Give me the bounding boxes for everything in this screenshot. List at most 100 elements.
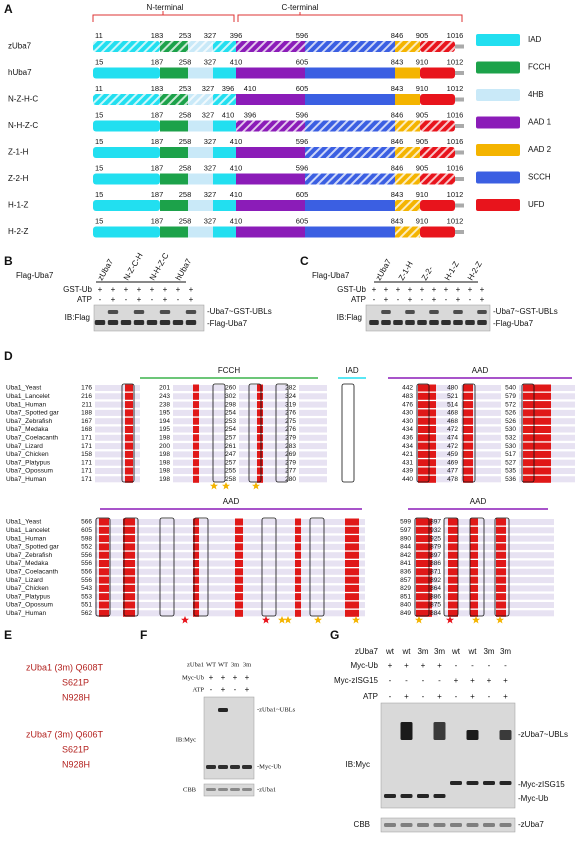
domain — [236, 200, 305, 211]
band — [405, 310, 415, 314]
conserved — [125, 409, 133, 417]
sequence — [95, 459, 140, 466]
position: 171 — [81, 459, 92, 466]
band — [465, 320, 475, 325]
conserved — [345, 535, 359, 543]
hatch — [395, 200, 420, 211]
band — [417, 823, 429, 827]
position: 844 — [400, 544, 411, 551]
residue-number: 410 — [230, 190, 243, 199]
band-label: -Flag-Uba7 — [493, 319, 534, 328]
position: 168 — [81, 426, 92, 433]
mark: - — [125, 295, 128, 304]
position: 566 — [81, 519, 92, 526]
legend-label: SCCH — [528, 173, 551, 182]
conserved — [496, 584, 506, 592]
domain — [93, 120, 160, 132]
domain — [188, 67, 213, 79]
row-label: ATP — [351, 295, 366, 304]
position: 483 — [402, 393, 413, 400]
band — [159, 320, 171, 325]
residue-number: 596 — [296, 137, 309, 146]
mark: - — [438, 676, 441, 685]
sequence — [95, 409, 140, 416]
row-label: ATP — [77, 295, 92, 304]
conserved — [496, 601, 506, 609]
residue-number: 253 — [179, 31, 192, 40]
residue-number: 905 — [416, 110, 429, 119]
position: 514 — [447, 401, 458, 408]
position: 477 — [447, 468, 458, 475]
sequence — [299, 468, 327, 474]
bracket — [92, 11, 235, 22]
star — [210, 482, 218, 490]
conserved — [416, 584, 432, 592]
position: 282 — [285, 385, 296, 392]
residue-number: 11 — [95, 84, 103, 93]
band-label: -Uba7~GST-UBLs — [493, 307, 558, 316]
position: 879 — [430, 544, 441, 551]
position: 434 — [402, 443, 413, 450]
mark: + — [137, 295, 142, 304]
sequence — [299, 409, 327, 416]
mark: - — [389, 676, 392, 685]
conserved — [193, 576, 199, 584]
conserved — [418, 442, 436, 450]
sequence — [299, 401, 327, 408]
mutation: S621P — [62, 677, 89, 687]
band — [172, 320, 184, 325]
species-name: Uba7_Coelacanth — [6, 435, 58, 442]
hatch — [420, 120, 455, 132]
residue-number: 187 — [151, 137, 164, 146]
position: 198 — [159, 476, 170, 483]
mark: + — [189, 295, 194, 304]
band — [393, 320, 403, 325]
residue-number: 258 — [179, 216, 192, 225]
position: 521 — [447, 393, 458, 400]
mark: - — [397, 295, 400, 304]
conserved — [125, 442, 133, 450]
residue-number: 15 — [95, 190, 103, 199]
hatch — [420, 173, 455, 185]
legend-swatch — [476, 116, 520, 129]
band — [230, 765, 240, 769]
species-name: Uba7_Platypus — [6, 459, 51, 466]
mark: + — [233, 673, 238, 682]
lane-label: 3m — [434, 647, 445, 656]
position: 553 — [81, 593, 92, 600]
conserved — [257, 475, 263, 483]
position: 258 — [225, 476, 236, 483]
residue-number: 410 — [244, 84, 257, 93]
position: 897 — [430, 552, 441, 559]
motif-box — [121, 383, 135, 483]
lane-label: wt — [385, 647, 395, 656]
conserved — [470, 518, 478, 526]
conserved — [193, 392, 199, 400]
residue-number: 1012 — [447, 190, 464, 199]
hatch — [93, 94, 160, 105]
blot-label: CBB — [354, 820, 370, 829]
conserved — [193, 401, 199, 409]
domain-header: AAD — [470, 497, 487, 506]
conserved — [496, 609, 506, 617]
residue-number: 396 — [222, 84, 235, 93]
residue-number: 11 — [95, 31, 103, 40]
position: 932 — [430, 527, 441, 534]
conserved — [257, 392, 263, 400]
conserved — [463, 401, 473, 409]
position: 269 — [285, 451, 296, 458]
position: 195 — [159, 410, 170, 417]
conserved — [463, 384, 473, 392]
conserved — [416, 560, 432, 567]
residue-number: 396 — [230, 31, 243, 40]
conserved — [463, 467, 473, 475]
hatch — [420, 41, 455, 52]
region-label: N-terminal — [147, 3, 184, 12]
position: 201 — [159, 385, 170, 392]
band-label: -Myc-zISG15 — [518, 780, 565, 789]
band — [159, 310, 171, 314]
mark: + — [470, 692, 475, 701]
position: 440 — [402, 476, 413, 483]
conserved — [448, 560, 458, 567]
sequence — [461, 459, 501, 466]
